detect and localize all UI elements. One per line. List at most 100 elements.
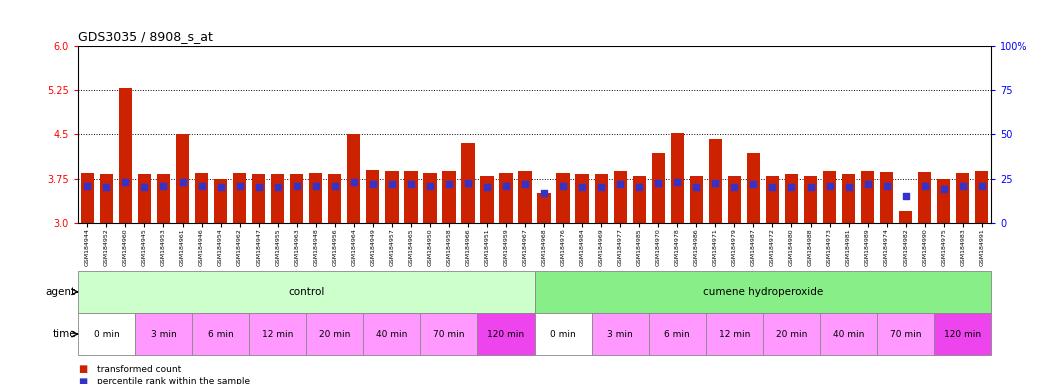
Bar xyxy=(347,134,360,223)
Text: 12 min: 12 min xyxy=(262,329,294,339)
Bar xyxy=(175,134,189,223)
Bar xyxy=(689,175,703,223)
Point xyxy=(974,182,990,189)
Point xyxy=(460,180,476,186)
Bar xyxy=(728,175,741,223)
Bar xyxy=(249,313,306,355)
Bar xyxy=(820,313,877,355)
Bar xyxy=(271,174,284,223)
Text: 6 min: 6 min xyxy=(664,329,690,339)
Bar xyxy=(937,179,951,223)
Point xyxy=(364,181,381,187)
Bar xyxy=(252,174,266,223)
Bar xyxy=(81,173,94,223)
Text: percentile rank within the sample: percentile rank within the sample xyxy=(97,377,250,384)
Bar xyxy=(709,139,722,223)
Point xyxy=(497,183,514,189)
Bar xyxy=(592,313,649,355)
Bar xyxy=(118,88,132,223)
Point xyxy=(289,183,305,189)
Bar xyxy=(899,211,912,223)
Bar xyxy=(499,173,513,223)
Text: 70 min: 70 min xyxy=(433,329,465,339)
Point xyxy=(193,182,210,189)
Point xyxy=(307,182,324,189)
Bar xyxy=(535,271,991,313)
Text: cumene hydroperoxide: cumene hydroperoxide xyxy=(703,287,823,297)
Point xyxy=(403,181,419,187)
Bar xyxy=(652,153,665,223)
Point xyxy=(136,184,153,190)
Bar xyxy=(763,313,820,355)
Point xyxy=(231,182,248,189)
Bar xyxy=(78,313,135,355)
Bar xyxy=(477,313,535,355)
Bar xyxy=(613,172,627,223)
Point xyxy=(802,184,819,190)
Text: 40 min: 40 min xyxy=(376,329,408,339)
Point xyxy=(383,181,400,187)
Point xyxy=(840,184,856,190)
Point xyxy=(821,182,838,189)
Text: 3 min: 3 min xyxy=(607,329,633,339)
Text: transformed count: transformed count xyxy=(97,365,181,374)
Point xyxy=(421,182,438,189)
Bar xyxy=(975,172,988,223)
Bar xyxy=(766,175,780,223)
Text: ■: ■ xyxy=(78,364,87,374)
Bar xyxy=(575,174,589,223)
Point xyxy=(783,184,799,190)
Bar xyxy=(195,173,209,223)
Point xyxy=(517,181,534,187)
Bar xyxy=(290,174,303,223)
Bar xyxy=(535,313,592,355)
Text: 120 min: 120 min xyxy=(945,329,981,339)
Point xyxy=(935,185,952,192)
Point xyxy=(859,181,876,187)
Point xyxy=(346,179,362,185)
Text: 40 min: 40 min xyxy=(832,329,865,339)
Point xyxy=(117,179,134,185)
Bar xyxy=(135,313,192,355)
Point xyxy=(954,183,971,189)
Text: GDS3035 / 8908_s_at: GDS3035 / 8908_s_at xyxy=(78,30,213,43)
Bar xyxy=(366,170,380,223)
Point xyxy=(726,184,742,190)
Text: 12 min: 12 min xyxy=(718,329,750,339)
Bar xyxy=(404,171,417,223)
Point xyxy=(688,184,705,190)
Point xyxy=(897,193,913,199)
Bar xyxy=(78,271,535,313)
Bar xyxy=(518,172,531,223)
Bar xyxy=(706,313,763,355)
Bar xyxy=(461,143,474,223)
Bar xyxy=(823,171,837,223)
Bar xyxy=(233,173,246,223)
Bar xyxy=(363,313,420,355)
Text: 0 min: 0 min xyxy=(93,329,119,339)
Bar xyxy=(420,313,477,355)
Point xyxy=(269,184,285,190)
Text: control: control xyxy=(288,287,325,297)
Bar xyxy=(138,174,152,223)
Point xyxy=(764,184,781,190)
Text: ■: ■ xyxy=(78,377,87,384)
Text: agent: agent xyxy=(46,287,76,297)
Bar xyxy=(934,313,991,355)
Bar xyxy=(880,172,894,223)
Point xyxy=(440,181,457,187)
Text: 0 min: 0 min xyxy=(550,329,576,339)
Point xyxy=(250,184,267,190)
Bar xyxy=(785,174,798,223)
Bar xyxy=(309,173,323,223)
Bar xyxy=(595,174,608,223)
Bar xyxy=(803,175,817,223)
Text: 70 min: 70 min xyxy=(890,329,922,339)
Point xyxy=(878,182,895,189)
Bar xyxy=(214,179,227,223)
Bar xyxy=(649,313,706,355)
Point xyxy=(668,179,685,185)
Point xyxy=(745,181,762,187)
Point xyxy=(326,183,343,189)
Bar xyxy=(861,171,874,223)
